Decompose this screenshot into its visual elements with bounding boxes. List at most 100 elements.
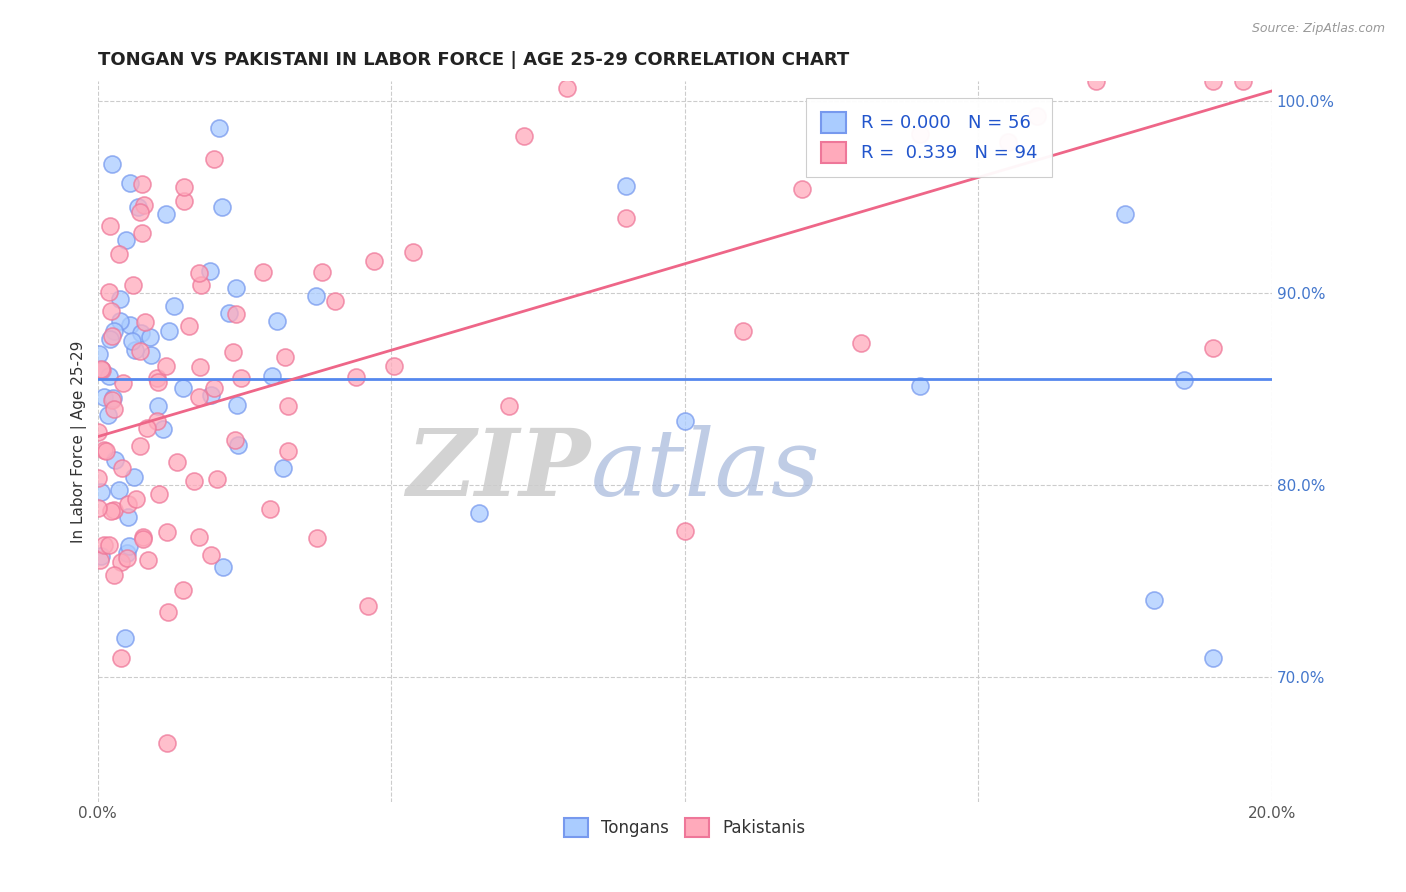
Point (111, 376, 134, 391)
Text: TONGAN VS PAKISTANI IN LABOR FORCE | AGE 25-29 CORRELATION CHART: TONGAN VS PAKISTANI IN LABOR FORCE | AGE… (97, 51, 849, 69)
Point (188, 390, 211, 404)
Point (146, 376, 169, 390)
Point (1114, 207, 1136, 221)
Point (118, 539, 141, 553)
Point (98, 285, 121, 299)
Point (849, 336, 872, 351)
Point (110, 651, 132, 665)
Point (187, 267, 209, 281)
Point (107, 247, 129, 261)
Point (132, 532, 155, 546)
Point (90, 361, 112, 376)
Point (792, 182, 814, 196)
Point (101, 156, 124, 170)
Point (733, 324, 755, 338)
Point (207, 121, 229, 136)
Point (1173, 373, 1195, 387)
Point (166, 455, 188, 469)
Point (225, 281, 247, 295)
Point (226, 398, 249, 412)
Point (1143, 593, 1166, 607)
Point (157, 324, 180, 338)
Point (132, 530, 155, 544)
Point (101, 392, 124, 407)
Point (202, 152, 225, 166)
Point (513, 129, 536, 144)
Point (183, 475, 205, 489)
Point (363, 254, 385, 268)
Point (228, 438, 250, 452)
Point (100, 304, 122, 318)
Point (402, 244, 425, 259)
Point (146, 414, 169, 428)
Text: Source: ZipAtlas.com: Source: ZipAtlas.com (1251, 22, 1385, 36)
Point (98, 538, 121, 552)
Point (132, 198, 155, 212)
Point (104, 452, 127, 467)
Point (323, 293, 346, 308)
Point (172, 582, 194, 597)
Point (89, 553, 111, 567)
Point (90, 484, 112, 499)
Point (98, 332, 121, 346)
Text: ZIP: ZIP (406, 425, 591, 516)
Point (200, 548, 222, 562)
Point (117, 546, 139, 560)
Point (163, 299, 186, 313)
Point (93, 390, 115, 404)
Point (117, 497, 139, 511)
Point (87, 425, 110, 439)
Point (110, 555, 132, 569)
Point (103, 324, 125, 338)
Point (277, 399, 299, 413)
Point (146, 371, 169, 385)
Point (115, 551, 138, 566)
Point (90, 362, 112, 376)
Point (468, 506, 491, 520)
Point (262, 368, 284, 383)
Point (307, 532, 329, 546)
Point (1202, 650, 1225, 665)
Point (156, 605, 179, 619)
Point (108, 314, 131, 328)
Point (252, 265, 274, 279)
Point (100, 504, 122, 518)
Point (124, 343, 146, 358)
Point (129, 439, 152, 453)
Point (179, 318, 201, 333)
Point (135, 421, 157, 435)
Point (108, 483, 131, 498)
Point (212, 560, 235, 574)
Point (908, 379, 931, 393)
Point (87, 471, 110, 485)
Point (222, 345, 245, 359)
Point (1202, 341, 1225, 355)
Point (207, 473, 229, 487)
Point (87, 347, 110, 361)
Point (121, 278, 143, 293)
Point (1084, 74, 1107, 88)
Point (1026, 109, 1049, 123)
Point (146, 399, 169, 413)
Point (152, 422, 174, 436)
Point (156, 524, 179, 539)
Point (120, 176, 142, 190)
Point (136, 553, 159, 567)
Point (155, 207, 177, 221)
Point (673, 414, 696, 428)
Point (614, 179, 637, 194)
Point (93, 443, 115, 458)
Point (271, 461, 294, 475)
Point (134, 315, 156, 329)
Point (173, 180, 195, 194)
Point (103, 402, 125, 417)
Point (94, 444, 117, 458)
Point (200, 264, 222, 278)
Point (97, 408, 120, 422)
Point (98, 219, 121, 234)
Point (344, 369, 367, 384)
Point (124, 492, 146, 507)
Point (103, 502, 125, 516)
Point (225, 307, 247, 321)
Point (224, 433, 246, 447)
